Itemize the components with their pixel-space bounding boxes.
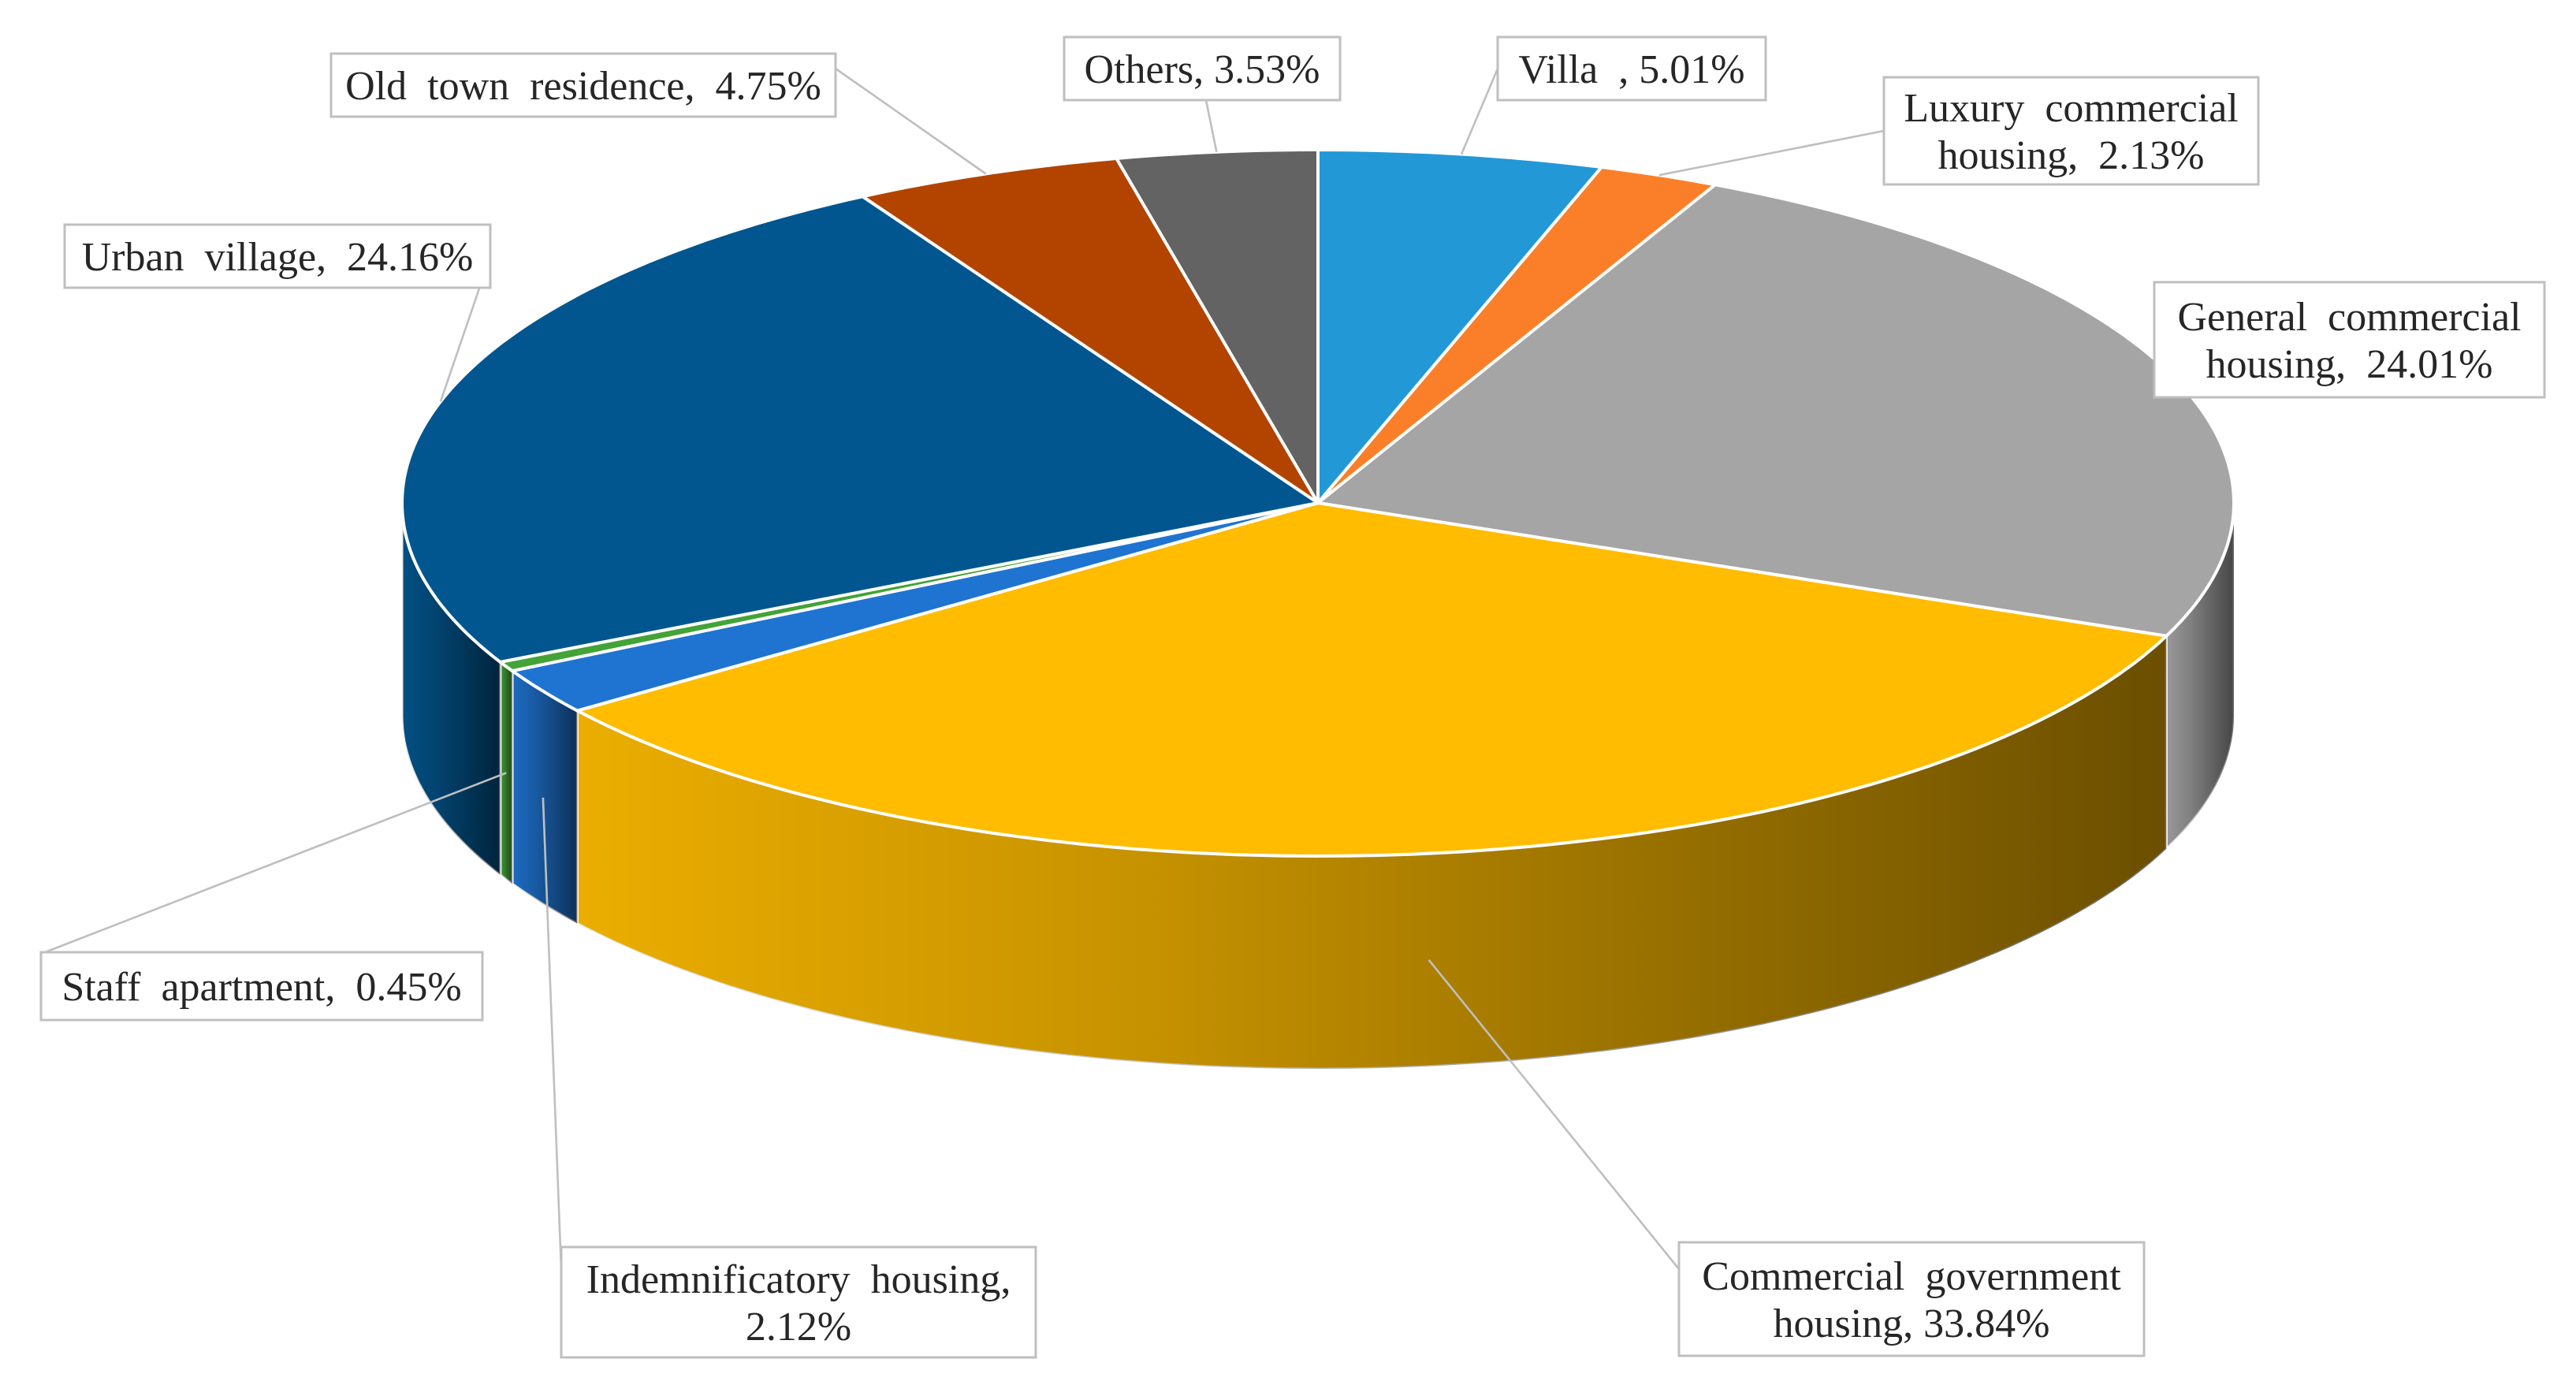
data-label-box xyxy=(39,951,484,1022)
data-label-text: 2.12% xyxy=(746,1305,851,1350)
leader-line xyxy=(1460,68,1499,155)
slice-others xyxy=(1115,148,1320,504)
side-shade xyxy=(500,661,512,884)
data-label-box xyxy=(1882,76,2260,186)
data-label-urban-village: Urban village, 24.16% xyxy=(63,223,492,289)
leader-line xyxy=(835,67,987,175)
data-label-text: Staff apartment, 0.45% xyxy=(61,965,461,1010)
leader-line xyxy=(1428,959,1681,1270)
data-label-text: Indemnificatory housing, xyxy=(586,1257,1011,1302)
slice-villa xyxy=(1316,148,1603,504)
data-label-box xyxy=(63,223,492,289)
data-label-text: Luxury commercial xyxy=(1904,86,2239,131)
data-label-others: Others, 3.53% xyxy=(1063,35,1342,102)
side-shade xyxy=(2166,503,2234,849)
data-label-villa: Villa , 5.01% xyxy=(1496,35,1767,102)
side-shade xyxy=(577,635,2167,1069)
leader-line xyxy=(1658,129,1885,177)
data-label-staff-apartment: Staff apartment, 0.45% xyxy=(39,951,484,1022)
data-label-box xyxy=(2153,281,2546,399)
data-label-text: Others, 3.53% xyxy=(1085,47,1320,92)
data-label-text: Commercial government xyxy=(1702,1254,2121,1299)
leader-line xyxy=(1204,99,1218,153)
pie-side-walls xyxy=(400,502,2235,1070)
data-label-text: General commercial xyxy=(2178,295,2522,340)
slice-indemnificatory-housing xyxy=(510,501,1320,713)
data-label-text: Urban village, 24.16% xyxy=(82,235,474,280)
slice-commercial-government-housing xyxy=(575,501,2168,858)
data-label-text: Villa , 5.01% xyxy=(1518,47,1744,92)
data-label-box xyxy=(1063,35,1342,102)
data-label-box xyxy=(1677,1241,2146,1357)
data-label-indemnificatory-housing: Indemnificatory housing,2.12% xyxy=(560,1245,1037,1359)
side-shade xyxy=(512,671,578,924)
data-label-text: housing, 2.13% xyxy=(1938,133,2205,178)
side-shade xyxy=(402,503,501,875)
leader-line xyxy=(40,772,507,955)
leader-line xyxy=(542,797,563,1270)
slice-old-town-residence xyxy=(861,157,1320,504)
data-label-box xyxy=(329,52,837,118)
pie-slice-tops xyxy=(400,148,2235,858)
data-label-box xyxy=(560,1245,1037,1359)
data-label-text: housing, 33.84% xyxy=(1774,1301,2050,1346)
data-label-old-town-residence: Old town residence, 4.75% xyxy=(329,52,837,118)
data-label-text: Old town residence, 4.75% xyxy=(345,64,821,109)
data-label-text: housing, 24.01% xyxy=(2206,342,2493,387)
data-label-box xyxy=(1496,35,1767,102)
